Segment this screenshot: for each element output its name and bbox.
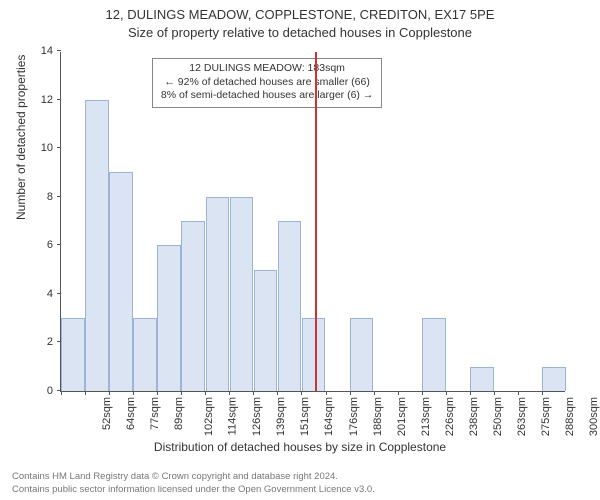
histogram-bar <box>254 270 278 391</box>
histogram-bar <box>278 221 302 391</box>
histogram-bar <box>230 197 254 391</box>
footer-line1: Contains HM Land Registry data © Crown c… <box>12 471 588 483</box>
histogram-bar <box>85 100 109 391</box>
y-tick-label: 2 <box>47 336 61 348</box>
y-tick-mark <box>57 244 61 245</box>
reference-line <box>315 52 317 391</box>
x-tick-label: 102sqm <box>203 397 215 436</box>
annotation-box: 12 DULINGS MEADOW: 183sqm ← 92% of detac… <box>152 58 382 108</box>
x-tick-mark <box>326 391 327 395</box>
histogram-bar <box>350 318 374 391</box>
y-tick-label: 8 <box>47 191 61 203</box>
x-tick-label: 226sqm <box>444 397 456 436</box>
histogram-bar <box>470 367 494 391</box>
histogram-bar <box>181 221 205 391</box>
histogram-bar <box>422 318 446 391</box>
x-tick-label: 238sqm <box>468 397 480 436</box>
x-tick-label: 52sqm <box>101 397 113 430</box>
x-tick-label: 114sqm <box>227 397 239 435</box>
x-tick-label: 89sqm <box>173 397 185 430</box>
x-tick-mark <box>181 391 182 395</box>
x-tick-label: 139sqm <box>275 397 287 436</box>
y-axis-label: Number of detached properties <box>14 55 28 220</box>
x-tick-mark <box>157 391 158 395</box>
y-tick-mark <box>57 99 61 100</box>
x-tick-mark <box>470 391 471 395</box>
annotation-line1: 12 DULINGS MEADOW: 183sqm <box>161 62 373 76</box>
chart-title-block: 12, DULINGS MEADOW, COPPLESTONE, CREDITO… <box>0 0 600 41</box>
histogram-bar <box>61 318 85 391</box>
chart-title-subtitle: Size of property relative to detached ho… <box>0 24 600 42</box>
x-tick-mark <box>374 391 375 395</box>
x-tick-label: 188sqm <box>372 397 384 436</box>
x-tick-mark <box>494 391 495 395</box>
x-tick-mark <box>229 391 230 395</box>
x-tick-mark <box>277 391 278 395</box>
y-tick-label: 14 <box>41 45 61 57</box>
y-tick-mark <box>57 293 61 294</box>
histogram-bar <box>302 318 326 391</box>
chart-title-address: 12, DULINGS MEADOW, COPPLESTONE, CREDITO… <box>0 6 600 24</box>
x-tick-label: 263sqm <box>516 397 528 436</box>
x-tick-mark <box>109 391 110 395</box>
histogram-bar <box>206 197 230 391</box>
chart-area: 12 DULINGS MEADOW: 183sqm ← 92% of detac… <box>60 52 565 392</box>
y-tick-label: 4 <box>47 288 61 300</box>
x-tick-mark <box>85 391 86 395</box>
footer-line2: Contains public sector information licen… <box>12 484 588 496</box>
x-tick-label: 288sqm <box>564 397 576 436</box>
x-tick-label: 300sqm <box>588 397 600 436</box>
x-tick-mark <box>205 391 206 395</box>
x-tick-label: 250sqm <box>492 397 504 436</box>
x-tick-mark <box>301 391 302 395</box>
x-tick-mark <box>422 391 423 395</box>
x-tick-mark <box>133 391 134 395</box>
histogram-bar <box>157 245 181 391</box>
y-tick-mark <box>57 50 61 51</box>
histogram-bar <box>109 172 133 391</box>
x-tick-label: 126sqm <box>251 397 263 436</box>
annotation-line3: 8% of semi-detached houses are larger (6… <box>161 89 373 103</box>
y-tick-label: 10 <box>41 142 61 154</box>
x-tick-mark <box>446 391 447 395</box>
footer-attribution: Contains HM Land Registry data © Crown c… <box>12 471 588 496</box>
plot-region: 12 DULINGS MEADOW: 183sqm ← 92% of detac… <box>60 52 565 392</box>
x-tick-label: 201sqm <box>396 397 408 436</box>
y-tick-label: 12 <box>41 94 61 106</box>
x-tick-mark <box>542 391 543 395</box>
x-tick-mark <box>61 391 62 395</box>
x-tick-label: 77sqm <box>149 397 161 430</box>
x-tick-label: 164sqm <box>324 397 336 436</box>
x-tick-label: 213sqm <box>420 397 432 436</box>
x-tick-label: 64sqm <box>125 397 137 430</box>
x-tick-label: 151sqm <box>300 397 312 436</box>
x-tick-mark <box>350 391 351 395</box>
x-tick-mark <box>398 391 399 395</box>
x-tick-mark <box>518 391 519 395</box>
x-tick-mark <box>253 391 254 395</box>
y-tick-mark <box>57 147 61 148</box>
histogram-bar <box>542 367 566 391</box>
histogram-bar <box>133 318 157 391</box>
y-tick-label: 6 <box>47 239 61 251</box>
annotation-line2: ← 92% of detached houses are smaller (66… <box>161 76 373 90</box>
x-tick-label: 176sqm <box>348 397 360 436</box>
y-tick-mark <box>57 196 61 197</box>
x-axis-label: Distribution of detached houses by size … <box>0 440 600 454</box>
x-tick-label: 275sqm <box>540 397 552 436</box>
y-tick-label: 0 <box>47 385 61 397</box>
